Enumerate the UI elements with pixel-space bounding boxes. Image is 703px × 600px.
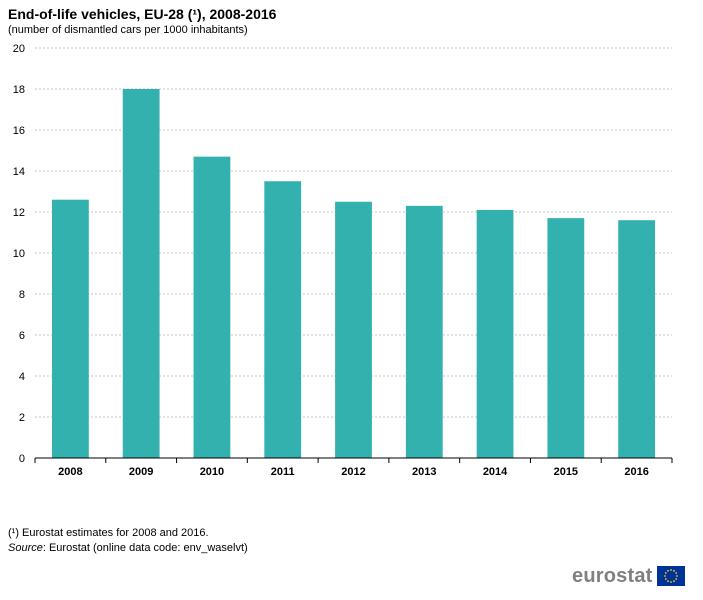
y-tick-label: 18: [13, 84, 25, 96]
bar-2014: [476, 209, 514, 458]
flag-star: [674, 572, 677, 574]
flag-star: [664, 578, 667, 580]
y-tick-label: 0: [19, 453, 25, 465]
chart-title: End-of-life vehicles, EU-28 (¹), 2008-20…: [8, 6, 277, 22]
flag-star: [674, 578, 677, 580]
x-tick-label: 2012: [341, 466, 365, 478]
y-axis-ticks: 0 2 4 6 8 10 12 14 16 18 20: [13, 43, 25, 465]
eurostat-logo: eurostat: [572, 563, 685, 589]
flag-star: [666, 569, 669, 572]
x-axis-ticks: 2008 2009 2010 2011 2012 2013 2014 2015 2016: [58, 466, 649, 478]
y-tick-label: 16: [13, 125, 25, 137]
y-tick-label: 2: [19, 412, 25, 424]
bar-2008: [51, 199, 89, 458]
x-tick-label: 2015: [554, 466, 578, 478]
y-tick-label: 8: [19, 289, 25, 301]
logo-text: eurostat: [572, 564, 653, 587]
bar-2010: [193, 156, 231, 458]
x-tick-label: 2009: [129, 466, 153, 478]
flag-star: [664, 572, 667, 574]
bar-2011: [264, 181, 302, 458]
flag-star: [669, 581, 672, 583]
y-tick-label: 6: [19, 330, 25, 342]
flag-star: [675, 575, 678, 577]
flag-star: [672, 569, 675, 572]
footnote: (¹) Eurostat estimates for 2008 and 2016…: [8, 527, 209, 539]
x-tick-label: 2013: [412, 466, 436, 478]
x-tick-label: 2011: [271, 466, 295, 478]
flag-star: [672, 580, 675, 583]
x-tick-label: 2016: [624, 466, 648, 478]
y-tick-label: 20: [13, 43, 25, 55]
bar-2009: [122, 89, 160, 458]
source-note: Source: Eurostat (online data code: env_…: [8, 542, 248, 554]
y-tick-label: 4: [19, 371, 25, 383]
x-tick-label: 2010: [200, 466, 224, 478]
flag-star: [666, 580, 669, 583]
y-tick-label: 12: [13, 207, 25, 219]
flag-star: [663, 575, 666, 577]
x-tick-label: 2014: [483, 466, 508, 478]
bar-2012: [335, 201, 372, 458]
y-tick-label: 10: [13, 248, 25, 260]
bar-2013: [405, 205, 443, 458]
source-text: : Eurostat (online data code: env_waselv…: [42, 542, 248, 554]
flag-star: [669, 569, 672, 571]
x-axis: [34, 457, 673, 463]
source-label: Source: [8, 542, 43, 554]
bars: [51, 89, 656, 458]
eu-flag-icon: [656, 566, 685, 586]
x-tick-label: 2008: [58, 466, 82, 478]
bar-2015: [547, 218, 585, 458]
flag-background: [656, 566, 685, 586]
bar-2016: [618, 220, 656, 458]
chart-subtitle: (number of dismantled cars per 1000 inha…: [8, 24, 248, 36]
y-tick-label: 14: [13, 166, 25, 178]
